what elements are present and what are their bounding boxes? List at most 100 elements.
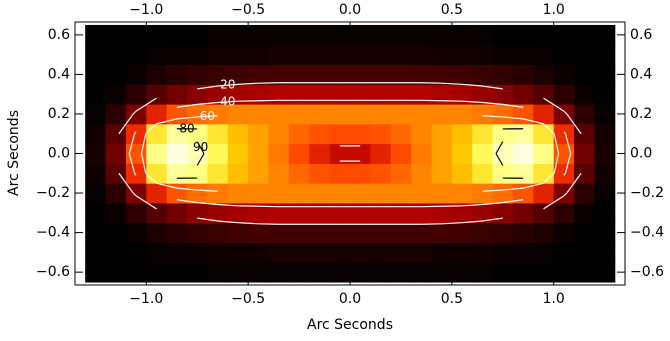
y-axis-label: Arc Seconds — [6, 110, 22, 196]
x-axis-label: Arc Seconds — [307, 317, 393, 333]
heatmap-cell — [146, 104, 167, 124]
heatmap-cell — [391, 45, 412, 65]
heatmap-cell — [126, 45, 147, 65]
heatmap-cell — [431, 45, 452, 65]
heatmap-cell — [533, 84, 554, 104]
heatmap-cell — [350, 223, 371, 243]
heatmap-cell — [85, 45, 106, 65]
heatmap-cell — [493, 104, 514, 124]
heatmap-cell — [269, 223, 290, 243]
heatmap-cell — [493, 65, 514, 85]
heatmap-cell — [574, 65, 595, 85]
heatmap-cell — [533, 25, 554, 45]
heatmap-cell — [330, 183, 351, 203]
heatmap-cell — [411, 144, 432, 164]
heatmap-cell — [554, 262, 575, 282]
y-tick-label: −0.4 — [36, 225, 70, 241]
x-tick-label: 0.0 — [339, 2, 361, 18]
heatmap-cell — [370, 84, 391, 104]
heatmap-cell — [391, 124, 412, 144]
heatmap-cell — [126, 262, 147, 282]
heatmap-cell — [554, 65, 575, 85]
heatmap-cell — [146, 65, 167, 85]
heatmap-cell — [248, 45, 269, 65]
heatmap-cell — [289, 223, 310, 243]
heatmap-cell — [431, 262, 452, 282]
y-tick-label: 0.6 — [48, 27, 70, 43]
heatmap-cell — [330, 262, 351, 282]
heatmap-cell — [207, 223, 228, 243]
heatmap-cell — [330, 65, 351, 85]
heatmap-cell — [513, 203, 534, 223]
heatmap-cell — [167, 84, 188, 104]
heatmap-cell — [248, 84, 269, 104]
heatmap-cell — [85, 124, 106, 144]
heatmap-cell — [106, 144, 127, 164]
heatmap-cell — [167, 65, 188, 85]
heatmap-cell — [309, 223, 330, 243]
heatmap-cell — [248, 183, 269, 203]
heatmap-cell — [289, 45, 310, 65]
heatmap-cell — [411, 223, 432, 243]
heatmap-cell — [330, 104, 351, 124]
heatmap-cell — [126, 104, 147, 124]
heatmap-cell — [167, 25, 188, 45]
heatmap-cell — [106, 242, 127, 262]
heatmap-cell — [85, 163, 106, 183]
heatmap-cell — [269, 242, 290, 262]
heatmap-cell — [187, 242, 208, 262]
heatmap-cell — [228, 242, 249, 262]
heatmap-cell — [207, 183, 228, 203]
heatmap-cell — [248, 104, 269, 124]
heatmap-cell — [106, 223, 127, 243]
heatmap-cell — [574, 242, 595, 262]
heatmap-cell — [391, 84, 412, 104]
contour-label: 60 — [200, 109, 215, 123]
heatmap-cell — [594, 124, 615, 144]
heatmap-cell — [269, 262, 290, 282]
heatmap-cell — [574, 144, 595, 164]
heatmap-cell — [574, 262, 595, 282]
heatmap-cell — [207, 163, 228, 183]
heatmap-cell — [207, 242, 228, 262]
heatmap-cell — [533, 262, 554, 282]
heatmap-cell — [472, 262, 493, 282]
y-tick-label: 0.6 — [630, 27, 652, 43]
heatmap-cell — [533, 104, 554, 124]
contour-label: 90 — [193, 140, 208, 154]
heatmap-cell — [554, 203, 575, 223]
heatmap-cell — [452, 262, 473, 282]
heatmap-cell — [452, 223, 473, 243]
heatmap-cell — [350, 25, 371, 45]
heatmap-cell — [106, 163, 127, 183]
heatmap-cell — [370, 242, 391, 262]
heatmap-cell — [146, 124, 167, 144]
heatmap-cell — [472, 144, 493, 164]
heatmap-cell — [330, 223, 351, 243]
heatmap-cell — [289, 203, 310, 223]
heatmap-cell — [187, 163, 208, 183]
heatmap-cell — [85, 144, 106, 164]
contour-label: 80 — [179, 121, 194, 135]
heatmap-cell — [269, 163, 290, 183]
heatmap-cell — [146, 262, 167, 282]
heatmap-cell — [391, 183, 412, 203]
heatmap-cell — [330, 163, 351, 183]
heatmap-cell — [350, 124, 371, 144]
heatmap-cell — [269, 124, 290, 144]
heatmap-cell — [146, 242, 167, 262]
heatmap-cell — [554, 25, 575, 45]
x-tick-label: −0.5 — [231, 2, 265, 18]
heatmap-cell — [228, 45, 249, 65]
heatmap-cell — [309, 124, 330, 144]
heatmap-cell — [513, 163, 534, 183]
heatmap-cell — [207, 124, 228, 144]
y-tick-label: 0.4 — [630, 66, 652, 82]
heatmap-cell — [330, 84, 351, 104]
heatmap-cell — [513, 242, 534, 262]
heatmap-cell — [391, 242, 412, 262]
heatmap-cell — [187, 65, 208, 85]
heatmap-cell — [85, 25, 106, 45]
heatmap-cell — [106, 183, 127, 203]
heatmap-cell — [167, 45, 188, 65]
